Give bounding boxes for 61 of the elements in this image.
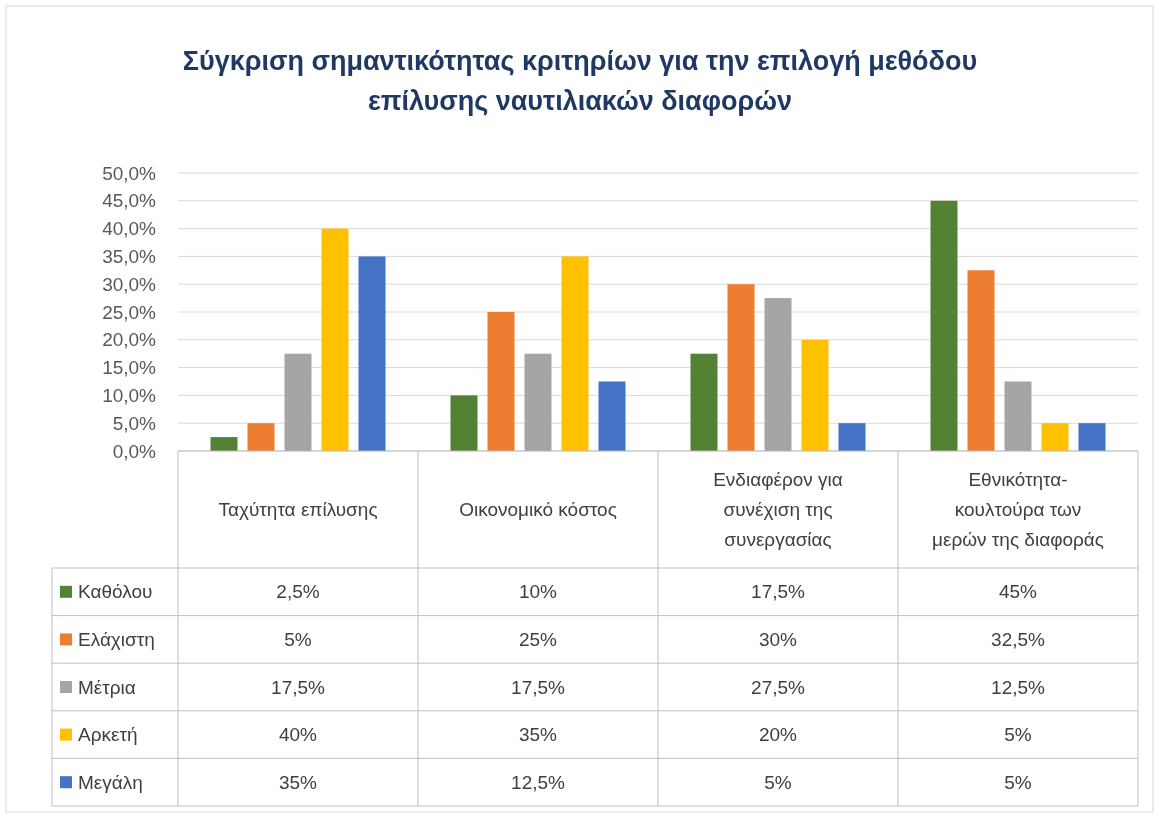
x-tick-label: Εθνικότητα-κουλτούρα των μερών της διαφοράς — [932, 469, 1104, 551]
y-tick-label: 10,0% — [102, 385, 157, 407]
data-label: 35% — [278, 771, 318, 793]
bar — [838, 423, 866, 451]
bar — [210, 437, 238, 451]
bar — [284, 353, 312, 451]
data-label: 32,5% — [991, 629, 1046, 651]
legend-label: Αρκετή — [78, 724, 138, 746]
bar — [487, 312, 515, 451]
bar — [247, 423, 275, 451]
data-label: 45% — [998, 581, 1038, 603]
data-label: 2,5% — [276, 581, 320, 603]
y-tick-label: 45,0% — [102, 190, 157, 212]
data-label: 5% — [1004, 771, 1032, 793]
legend-label: Μέτρια — [78, 676, 136, 698]
x-tick-label: Οικονομικό κόστος — [459, 499, 617, 521]
y-tick-label: 20,0% — [102, 329, 157, 351]
data-label: 25% — [518, 629, 558, 651]
data-label: 5% — [1004, 724, 1032, 746]
y-tick-label: 0,0% — [112, 440, 157, 462]
y-tick-label: 40,0% — [102, 218, 157, 240]
data-label: 12,5% — [511, 771, 566, 793]
y-tick-label: 15,0% — [102, 357, 157, 379]
data-label: 17,5% — [511, 676, 566, 698]
bar — [764, 298, 792, 451]
bar — [598, 381, 626, 451]
x-tick-label: Ενδιαφέρον για συνέχιση της συνεργασίας — [713, 469, 843, 551]
data-label: 5% — [764, 771, 792, 793]
bar — [801, 339, 829, 451]
bar — [930, 200, 958, 451]
bar — [358, 256, 386, 451]
y-tick-label: 30,0% — [102, 273, 157, 295]
bar — [1004, 381, 1032, 451]
bar — [727, 284, 755, 451]
bar — [321, 228, 349, 451]
bar — [967, 270, 995, 451]
y-tick-label: 35,0% — [102, 246, 157, 268]
bar — [524, 353, 552, 451]
data-label: 30% — [758, 629, 798, 651]
data-label: 17,5% — [751, 581, 806, 603]
bar — [1041, 423, 1069, 451]
data-label: 10% — [518, 581, 558, 603]
y-tick-label: 50,0% — [102, 162, 157, 184]
bar — [450, 395, 478, 451]
y-tick-label: 5,0% — [112, 412, 157, 434]
data-label: 12,5% — [991, 676, 1046, 698]
data-label: 40% — [278, 724, 318, 746]
legend-label: Μεγάλη — [78, 771, 143, 793]
legend-label: Καθόλου — [78, 581, 153, 603]
chart-title: Σύγκριση σημαντικότητας κριτηρίων για την επιλογή μεθόδου επίλυσης ναυτιλιακών διαφορών — [182, 46, 978, 116]
legend-label: Ελάχιστη — [78, 629, 155, 651]
data-label: 35% — [518, 724, 558, 746]
bar — [690, 353, 718, 451]
bar — [561, 256, 589, 451]
bar — [1078, 423, 1106, 451]
data-label: 17,5% — [271, 676, 326, 698]
y-tick-label: 25,0% — [102, 301, 157, 323]
data-label: 27,5% — [751, 676, 806, 698]
x-tick-label: Ταχύτητα επίλυσης — [218, 499, 378, 521]
data-label: 5% — [284, 629, 312, 651]
data-label: 20% — [758, 724, 798, 746]
